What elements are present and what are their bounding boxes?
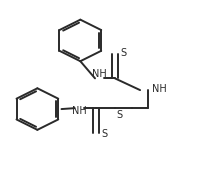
Text: NH: NH: [92, 69, 107, 79]
Text: S: S: [116, 110, 122, 120]
Text: S: S: [102, 129, 108, 139]
Text: S: S: [121, 48, 127, 58]
Text: NH: NH: [152, 84, 167, 94]
Text: NH: NH: [72, 106, 86, 116]
